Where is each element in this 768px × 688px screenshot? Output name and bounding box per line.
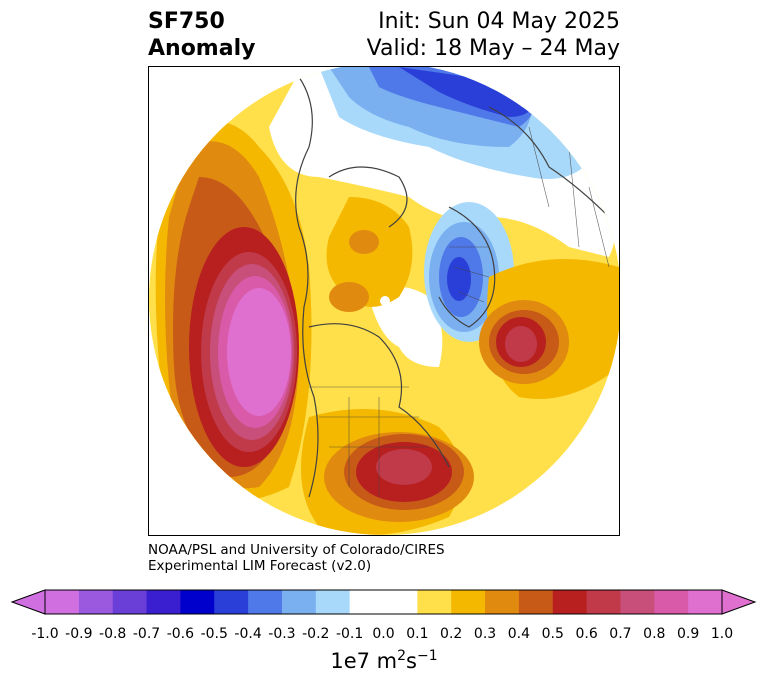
- colorbar-cell: [349, 590, 384, 614]
- borders: [309, 126, 610, 497]
- colorbar-tick-label: -0.5: [200, 626, 228, 642]
- map-panel: [148, 66, 620, 536]
- colorbar-tick-label: -0.1: [335, 626, 364, 642]
- colorbar-tick-label: 0.1: [406, 626, 429, 642]
- colorbar-cell: [485, 590, 520, 614]
- anomaly-fill-canada-03b: [329, 282, 369, 312]
- colorbar-tick-label: -0.6: [166, 626, 195, 642]
- colorbar-tick-label: 0.2: [440, 626, 463, 642]
- colorbar-cell: [281, 590, 317, 614]
- border-russia: [528, 126, 610, 268]
- units-mid: s: [406, 649, 417, 673]
- colorbar-tick-label: 0.8: [643, 626, 666, 642]
- coastlines: [295, 76, 610, 498]
- colorbar-cell: [654, 590, 689, 614]
- colorbar-cell: [620, 590, 655, 614]
- colorbar-tick-label: 1.0: [710, 626, 734, 642]
- colorbar-units: 1e7 m2s−1: [0, 648, 768, 673]
- colorbar-cell: [214, 590, 249, 614]
- colorbar-over-arrow: [721, 589, 757, 615]
- credits-line1: NOAA/PSL and University of Colorado/CIRE…: [148, 542, 445, 558]
- colorbar-outline: [44, 589, 723, 615]
- credits: NOAA/PSL and University of Colorado/CIRE…: [148, 542, 445, 574]
- init-date: Init: Sun 04 May 2025: [378, 9, 620, 34]
- colorbar-tick-label: 0.5: [541, 626, 564, 642]
- units-exp1: 2: [397, 648, 407, 664]
- colorbar-cell: [78, 590, 114, 614]
- anomaly-fill-seus-06: [376, 449, 432, 485]
- colorbar-cell: [586, 590, 621, 614]
- colorbar-tick-label: -0.7: [132, 626, 161, 642]
- colorbar: [0, 585, 768, 625]
- colorbar-cell: [112, 590, 148, 614]
- colorbar-tick-label: -0.8: [99, 626, 127, 642]
- colorbar-tick-label: -0.3: [268, 626, 296, 642]
- map-title: SF750 Anomaly: [148, 8, 255, 62]
- anomaly-fill-pacific-09: [227, 288, 291, 416]
- colorbar-tick-label: 0.9: [677, 626, 700, 642]
- coastline-north-america: [308, 323, 450, 468]
- north-pole-marker: [380, 296, 390, 306]
- colorbar-cell: [248, 590, 283, 614]
- valid-range: Valid: 18 May – 24 May: [366, 36, 620, 61]
- border-europe: [449, 246, 490, 303]
- colorbar-cell: [552, 590, 588, 614]
- colorbar-tick-label: -0.2: [302, 626, 330, 642]
- anomaly-fill-neutral-greenland: [369, 287, 443, 367]
- colorbar-cell: [383, 590, 418, 614]
- title-variable: SF750: [148, 9, 225, 34]
- colorbar-cell: [518, 590, 554, 614]
- colorbar-under-arrow: [10, 589, 46, 615]
- title-field: Anomaly: [148, 36, 256, 61]
- units-exp2: −1: [417, 648, 438, 664]
- coastline-arctic-islands: [328, 166, 408, 228]
- colorbar-tick-label: 0.4: [507, 626, 531, 642]
- colorbar-tick-label: 0.7: [609, 626, 632, 642]
- colorbar-tick-label: -1.0: [31, 626, 59, 642]
- coastline-europe: [438, 206, 496, 328]
- anomaly-fill-europe-05: [447, 257, 471, 301]
- colorbar-cell: [180, 590, 215, 614]
- colorbar-tick-label: -0.9: [65, 626, 93, 642]
- anomaly-fill-asia-06: [505, 326, 537, 362]
- colorbar-cell: [688, 590, 723, 614]
- border-us-states: [309, 386, 429, 497]
- colorbar-tick-label: -0.4: [234, 626, 262, 642]
- forecast-dates: Init: Sun 04 May 2025 Valid: 18 May – 24…: [367, 8, 620, 62]
- colorbar-cells: [45, 590, 723, 614]
- coastline-west: [295, 76, 319, 498]
- credits-line2: Experimental LIM Forecast (v2.0): [148, 558, 372, 574]
- colorbar-tick-label: 0.0: [372, 626, 395, 642]
- anomaly-fill-negative-05: [399, 67, 539, 117]
- colorbar-cell: [146, 590, 181, 614]
- anomaly-map: [149, 67, 619, 535]
- coastline-siberia: [488, 106, 610, 218]
- colorbar-ticks: -1.0 -0.9 -0.8 -0.7 -0.6 -0.5 -0.4 -0.3 -0.2 -0.1…: [0, 626, 768, 646]
- units-base: 1e7 m: [330, 649, 398, 673]
- colorbar-cell: [315, 590, 351, 614]
- colorbar-svg: [10, 589, 757, 615]
- colorbar-cell: [451, 590, 486, 614]
- colorbar-tick-label: 0.3: [473, 626, 497, 642]
- colorbar-tick-label: 0.6: [575, 626, 598, 642]
- colorbar-cell: [45, 590, 80, 614]
- anomaly-fill-canada-03: [349, 230, 379, 254]
- colorbar-cell: [417, 590, 452, 614]
